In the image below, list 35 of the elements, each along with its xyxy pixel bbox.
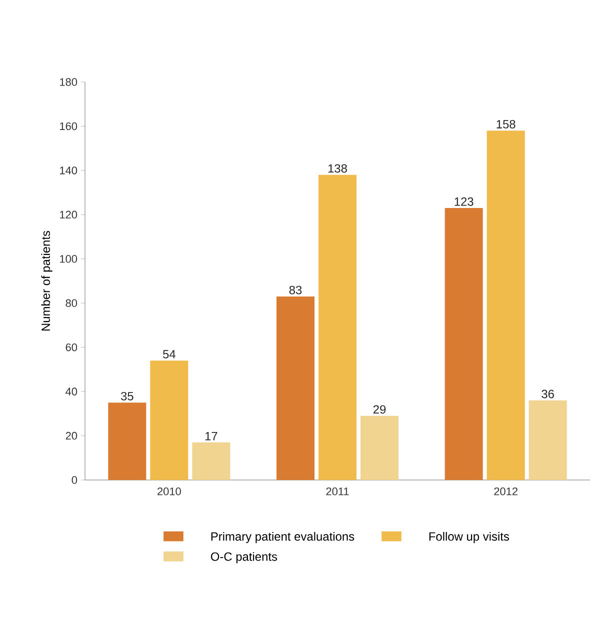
legend-label: Follow up visits (429, 532, 510, 544)
bar (150, 360, 188, 480)
data-label: 35 (120, 392, 134, 400)
data-label: 138 (328, 164, 347, 173)
y-tick-label: 120 (60, 210, 78, 219)
legend-label: Primary patient evaluations (211, 532, 354, 544)
x-tick-label: 2012 (494, 488, 518, 496)
data-label: 54 (163, 350, 176, 358)
bar (528, 400, 567, 480)
x-tick-label: 2010 (158, 488, 181, 496)
bar (108, 402, 146, 480)
y-tick-label: 20 (66, 432, 78, 440)
bar (360, 416, 399, 480)
y-tick-label: 0 (72, 476, 78, 484)
bar (486, 130, 525, 480)
bar (318, 174, 357, 480)
data-label: 17 (205, 432, 218, 440)
legend-label: O-C patients (210, 552, 278, 564)
bar (192, 442, 230, 480)
data-label: 123 (454, 197, 474, 206)
data-label: 158 (496, 120, 516, 128)
y-tick-label: 160 (60, 122, 78, 130)
data-label: 83 (289, 286, 302, 294)
x-tick-label: 2011 (326, 488, 349, 496)
bar (276, 296, 315, 480)
y-tick-label: 100 (60, 255, 78, 263)
bar (444, 208, 483, 480)
y-tick-label: 60 (66, 343, 78, 352)
y-tick-label: 80 (66, 299, 78, 307)
y-tick-label: 140 (60, 166, 78, 174)
data-label: 29 (373, 405, 386, 414)
data-label: 36 (542, 390, 554, 398)
y-axis-title: Number of patients (41, 230, 52, 331)
y-tick-label: 180 (60, 78, 78, 86)
y-tick-label: 40 (66, 388, 78, 396)
